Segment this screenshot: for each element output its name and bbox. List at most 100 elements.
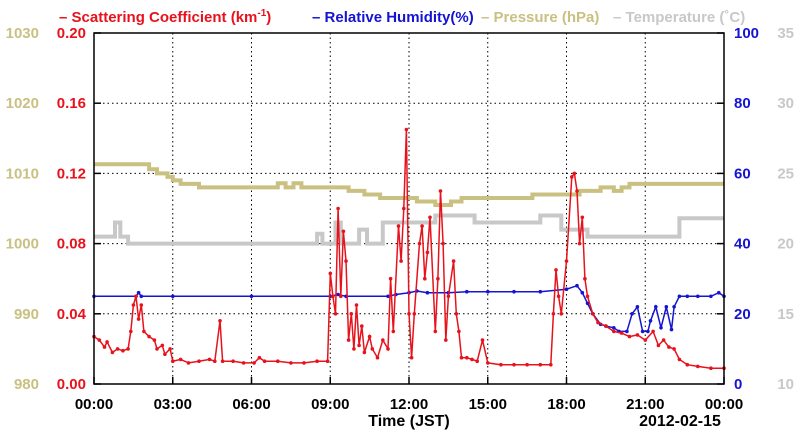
data-point-humidity [635, 305, 640, 309]
data-point-humidity [646, 329, 650, 334]
data-point-scattering [480, 338, 485, 342]
data-point-scattering [538, 362, 543, 367]
pressure-axis-tick-label: 1020 [6, 95, 39, 112]
x-axis-tick-label: 15:00 [469, 396, 507, 413]
pressure-axis-tick-label: 1010 [6, 165, 39, 182]
data-point-scattering [333, 312, 338, 316]
data-point-scattering [136, 317, 141, 321]
pressure-axis-tick-label: 980 [14, 376, 39, 393]
data-point-humidity [249, 294, 254, 299]
data-point-humidity [136, 290, 141, 295]
legend: – Scattering Coefficient (km-1) – Relati… [59, 8, 745, 26]
data-point-scattering [402, 206, 406, 211]
data-point-scattering [302, 361, 306, 365]
data-point-humidity [465, 289, 469, 294]
legend-item-humidity: – Relative Humidity(%) [312, 9, 474, 26]
data-point-scattering [213, 359, 217, 364]
scattering-axis-tick-label: 0.16 [57, 95, 86, 112]
data-point-scattering [396, 224, 401, 228]
data-point-scattering [554, 268, 558, 272]
data-point-scattering [651, 329, 655, 334]
data-point-scattering [231, 359, 235, 364]
x-axis-tick-label: 06:00 [232, 396, 270, 413]
data-point-scattering [577, 241, 582, 246]
data-point-humidity [630, 312, 634, 316]
humidity-axis-tick-label: 0 [734, 376, 742, 393]
data-point-humidity [672, 305, 676, 309]
data-point-scattering [438, 189, 443, 193]
data-point-scattering [155, 347, 159, 351]
data-point-scattering [142, 329, 146, 334]
x-axis-tick-label: 18:00 [547, 396, 585, 413]
data-point-scattering [289, 361, 293, 365]
humidity-axis-tick-label: 80 [734, 95, 751, 112]
data-point-scattering [339, 294, 343, 299]
data-point-scattering [391, 329, 396, 334]
data-point-scattering [499, 362, 503, 367]
legend-item-scattering: – Scattering Coefficient (km-1) [59, 8, 271, 26]
data-point-humidity [717, 290, 721, 295]
data-point-scattering [160, 343, 165, 348]
data-point-scattering [252, 361, 256, 365]
pressure-axis-tick-label: 1030 [6, 25, 39, 42]
data-point-scattering [331, 294, 335, 299]
temperature-axis-tick-label: 35 [777, 25, 794, 42]
data-point-scattering [428, 215, 432, 220]
data-point-scattering [186, 361, 191, 365]
data-point-scattering [677, 357, 682, 362]
data-point-scattering [470, 357, 474, 362]
scattering-axis-tick-label: 0.00 [57, 376, 86, 393]
data-point-scattering [147, 334, 151, 339]
data-point-scattering [344, 259, 348, 263]
data-point-scattering [696, 364, 700, 369]
data-point-humidity [669, 327, 674, 332]
data-point-scattering [604, 324, 608, 328]
humidity-axis-tick-label: 100 [734, 25, 759, 42]
data-point-scattering [315, 359, 319, 364]
data-point-scattering [262, 359, 267, 364]
pressure-axis-tick-label: 1000 [6, 236, 39, 253]
scattering-axis-tick-label: 0.08 [57, 236, 86, 253]
data-point-humidity [654, 305, 658, 309]
x-axis-tick-label: 12:00 [390, 396, 428, 413]
data-point-humidity [648, 319, 653, 323]
data-point-scattering [115, 347, 120, 351]
data-point-humidity [425, 290, 430, 295]
data-point-humidity [386, 294, 390, 299]
data-point-scattering [451, 259, 456, 263]
data-point-scattering [559, 312, 564, 316]
data-point-humidity [580, 290, 585, 295]
data-point-scattering [409, 355, 414, 360]
data-point-humidity [139, 294, 144, 299]
data-point-scattering [459, 355, 464, 360]
data-point-humidity [664, 305, 669, 309]
data-point-scattering [336, 206, 340, 211]
data-point-humidity [709, 294, 713, 299]
data-point-scattering [276, 359, 280, 364]
data-point-scattering [241, 361, 246, 365]
data-point-scattering [328, 271, 333, 276]
series-line-scattering [93, 129, 724, 369]
temperature-axis-tick-label: 10 [777, 376, 794, 393]
data-point-humidity [625, 329, 629, 334]
data-point-scattering [570, 175, 574, 179]
x-axis-tick-label: 00:00 [705, 396, 743, 413]
data-point-scattering [257, 355, 262, 360]
data-point-scattering [367, 334, 372, 339]
series-layer [92, 127, 726, 371]
data-point-scattering [475, 359, 480, 364]
data-point-scattering [596, 320, 600, 325]
data-point-humidity [612, 326, 616, 330]
series-line-pressure [94, 162, 724, 207]
data-point-scattering [171, 359, 175, 364]
data-point-scattering [121, 348, 125, 353]
data-point-scattering [207, 357, 212, 362]
data-point-humidity [486, 289, 490, 294]
data-point-scattering [218, 319, 222, 323]
data-point-humidity [640, 329, 645, 334]
data-point-scattering [102, 345, 107, 349]
data-point-humidity [585, 301, 590, 306]
data-point-scattering [709, 366, 713, 371]
legend-item-temperature: – Temperature (˚C) [613, 9, 745, 26]
